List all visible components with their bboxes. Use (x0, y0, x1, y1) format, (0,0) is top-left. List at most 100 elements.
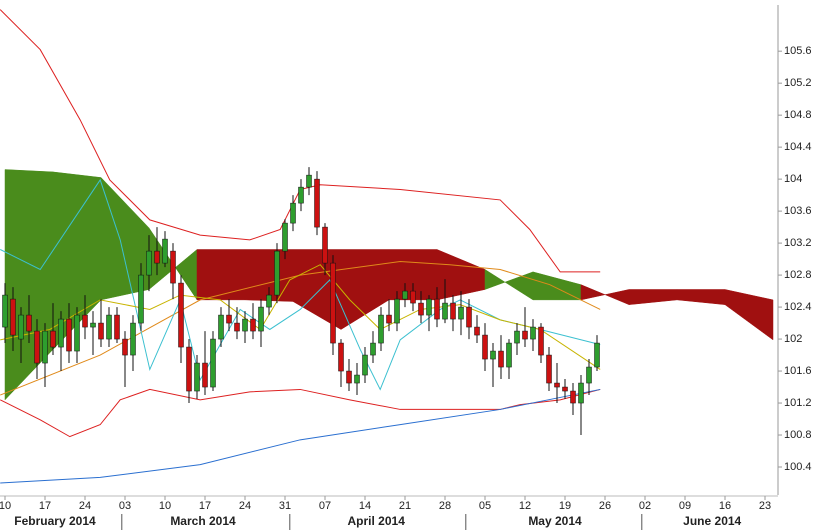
candle-body (42, 330, 48, 364)
x-tick-label: 05 (479, 500, 491, 512)
x-tick-label: 03 (119, 500, 131, 512)
indicator-line (0, 178, 601, 391)
candle-body (74, 314, 80, 352)
y-tick-label: 100.8 (784, 429, 812, 441)
candle-body (50, 330, 56, 348)
candle-body (490, 350, 496, 360)
candle-body (146, 250, 152, 276)
candle-body (394, 298, 400, 324)
x-tick-label: 12 (519, 500, 531, 512)
month-label: May 2014 (528, 514, 582, 528)
cloud-segment (724, 289, 774, 341)
x-tick-label: 31 (279, 500, 291, 512)
candle-body (474, 326, 480, 336)
candle-body (450, 302, 456, 320)
candle-body (346, 370, 352, 384)
x-tick-label: 23 (759, 500, 771, 512)
candle-body (546, 354, 552, 384)
candle-body (242, 318, 248, 332)
candle-body (290, 202, 296, 224)
candle-body (306, 174, 312, 188)
candle-body (114, 314, 120, 340)
candle-body (298, 186, 304, 204)
y-tick-label: 104 (784, 173, 802, 185)
candle-body (282, 222, 288, 252)
candle-body (90, 322, 96, 328)
x-tick-label: 17 (199, 500, 211, 512)
indicator-line (0, 264, 601, 370)
candle-body (226, 314, 232, 324)
candle-body (186, 346, 192, 392)
candle-body (386, 314, 392, 324)
y-tick-label: 102 (784, 333, 802, 345)
candle-body (410, 290, 416, 304)
candle-body (10, 298, 16, 336)
y-tick-label: 101.6 (784, 365, 812, 377)
candle-body (370, 342, 376, 356)
cloud-segment (4, 169, 54, 401)
month-label: June 2014 (683, 514, 741, 528)
candle-body (154, 250, 160, 264)
x-tick-label: 10 (0, 500, 11, 512)
candle-body (202, 362, 208, 388)
candle-body (218, 314, 224, 340)
candle-body (418, 302, 424, 316)
candle-body (98, 322, 104, 340)
indicator-line (0, 388, 601, 438)
x-tick-label: 07 (319, 500, 331, 512)
candle-body (378, 314, 384, 344)
y-tick-label: 101.2 (784, 397, 812, 409)
cloud-segment (532, 271, 582, 301)
candle-body (570, 390, 576, 404)
candle-body (434, 298, 440, 320)
candle-body (314, 178, 320, 228)
candle-body (266, 294, 272, 308)
candle-body (26, 314, 32, 332)
candle-body (106, 314, 112, 340)
candle-body (506, 342, 512, 368)
x-tick-label: 09 (679, 500, 691, 512)
candle-body (330, 262, 336, 344)
candle-body (554, 382, 560, 388)
candle-body (138, 274, 144, 324)
candle-body (562, 386, 568, 392)
cloud-segment (484, 269, 534, 301)
candle-body (426, 298, 432, 316)
x-tick-label: 26 (599, 500, 611, 512)
candle-body (162, 238, 168, 264)
candle-body (250, 318, 256, 332)
cloud-segment (676, 289, 726, 305)
candle-body (402, 290, 408, 300)
y-tick-label: 105.6 (784, 45, 812, 57)
candle-body (18, 314, 24, 340)
candle-body (458, 306, 464, 320)
candle-body (130, 322, 136, 356)
cloud-segment (628, 289, 678, 305)
month-label: April 2014 (348, 514, 406, 528)
x-tick-label: 19 (559, 500, 571, 512)
candle-body (2, 294, 8, 328)
candle-body (586, 366, 592, 384)
y-tick-label: 103.2 (784, 237, 812, 249)
candle-body (482, 334, 488, 360)
indicator-line (0, 388, 601, 484)
candle-body (514, 330, 520, 344)
y-tick-label: 103.6 (784, 205, 812, 217)
y-tick-label: 100.4 (784, 461, 812, 473)
candle-body (122, 338, 128, 356)
candle-body (522, 330, 528, 340)
y-tick-label: 104.4 (784, 141, 812, 153)
candle-body (66, 318, 72, 352)
candle-body (538, 326, 544, 356)
candle-body (194, 362, 200, 392)
candle-body (338, 342, 344, 372)
cloud-segment (580, 284, 630, 306)
y-tick-label: 105.2 (784, 77, 812, 89)
month-label: February 2014 (14, 514, 96, 528)
plot-area (0, 9, 774, 484)
candle-body (354, 374, 360, 384)
candle-body (442, 302, 448, 320)
candle-body (530, 326, 536, 340)
